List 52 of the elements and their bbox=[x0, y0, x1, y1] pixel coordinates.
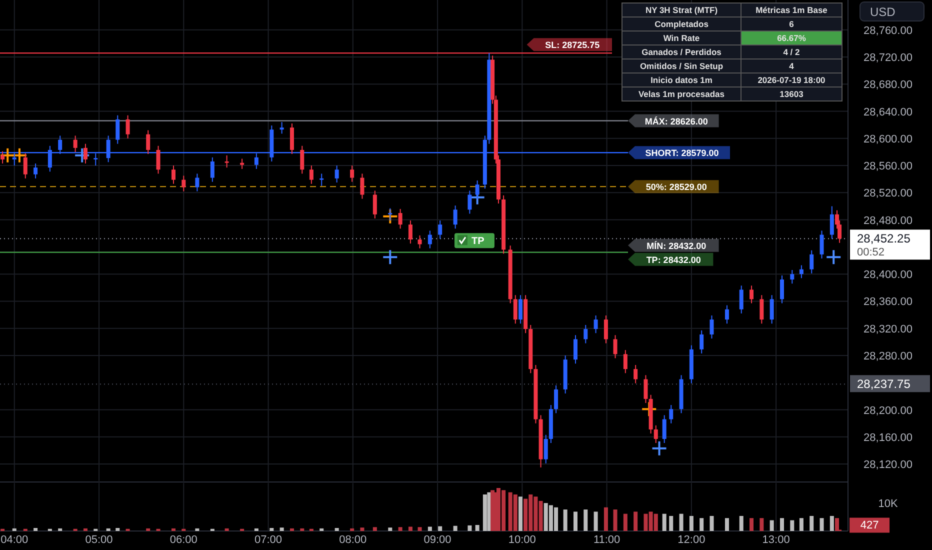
y-tick-label: 28,400.00 bbox=[864, 269, 912, 282]
category-label: Completados bbox=[654, 19, 709, 29]
x-tick-label: 12:00 bbox=[678, 534, 706, 546]
ref-line-label: SHORT: 28579.00 bbox=[645, 148, 719, 158]
text: 2026-07-19 18:00 bbox=[758, 75, 826, 85]
y-tick-label: 28,200.00 bbox=[864, 404, 912, 417]
category-label: Ganados / Perdidos bbox=[642, 47, 722, 57]
y-tick-label: 28,560.00 bbox=[864, 160, 912, 173]
text: Métricas 1m Base bbox=[756, 5, 828, 15]
ref-line-label: 50%: 28529.00 bbox=[646, 182, 707, 192]
text: 10K bbox=[878, 498, 898, 510]
y-tick-label: 28,640.00 bbox=[864, 106, 912, 118]
ref-line-label: 28,452.25 bbox=[857, 232, 911, 246]
text: 6 bbox=[789, 19, 794, 29]
category-label: Omitidos / Sin Setup bbox=[640, 61, 724, 71]
y-tick-label: 28,120.00 bbox=[864, 459, 912, 472]
text: 66.67% bbox=[777, 33, 806, 43]
ref-line-label: MÁX: 28626.00 bbox=[644, 116, 708, 126]
y-tick-label: 28,160.00 bbox=[864, 432, 912, 444]
x-tick-label: 09:00 bbox=[424, 534, 452, 546]
text: USD bbox=[870, 5, 896, 19]
y-tick-label: 28,680.00 bbox=[864, 79, 912, 92]
y-tick-label: 28,480.00 bbox=[864, 214, 912, 227]
text: 4 / 2 bbox=[783, 47, 800, 57]
category-label: Win Rate bbox=[663, 33, 700, 43]
text: 4 bbox=[789, 61, 794, 71]
category-label: Velas 1m procesadas bbox=[638, 89, 725, 99]
y-tick-label: 28,600.00 bbox=[864, 133, 912, 146]
category-label: Inicio datos 1m bbox=[650, 75, 713, 85]
x-tick-label: 06:00 bbox=[170, 534, 198, 546]
x-tick-label: 13:00 bbox=[762, 534, 790, 546]
x-tick-label: 10:00 bbox=[508, 534, 536, 546]
y-tick-label: 28,320.00 bbox=[864, 323, 912, 336]
x-tick-label: 11:00 bbox=[593, 534, 620, 546]
x-tick-label: 07:00 bbox=[254, 534, 282, 546]
x-tick-label: 08:00 bbox=[339, 534, 367, 546]
ref-line-label: SL: 28725.75 bbox=[545, 40, 600, 50]
text: NY 3H Strat (MTF) bbox=[645, 5, 718, 15]
ref-line-label: 28,237.75 bbox=[857, 377, 911, 392]
y-tick-label: 28,760.00 bbox=[864, 24, 912, 37]
text: 00:52 bbox=[857, 246, 885, 259]
y-tick-label: 28,280.00 bbox=[864, 350, 912, 362]
text: 13603 bbox=[780, 89, 804, 99]
x-tick-label: 05:00 bbox=[85, 534, 113, 546]
annotation: 427 bbox=[860, 520, 879, 532]
ref-line-label: MÍN: 28432.00 bbox=[646, 240, 706, 251]
x-tick-label: 04:00 bbox=[0, 534, 28, 546]
annotation: TP bbox=[471, 236, 485, 248]
y-tick-label: 28,720.00 bbox=[864, 52, 912, 64]
y-tick-label: 28,520.00 bbox=[864, 188, 912, 200]
y-tick-label: 28,360.00 bbox=[864, 296, 912, 308]
ref-line-label: TP: 28432.00 bbox=[646, 254, 701, 265]
